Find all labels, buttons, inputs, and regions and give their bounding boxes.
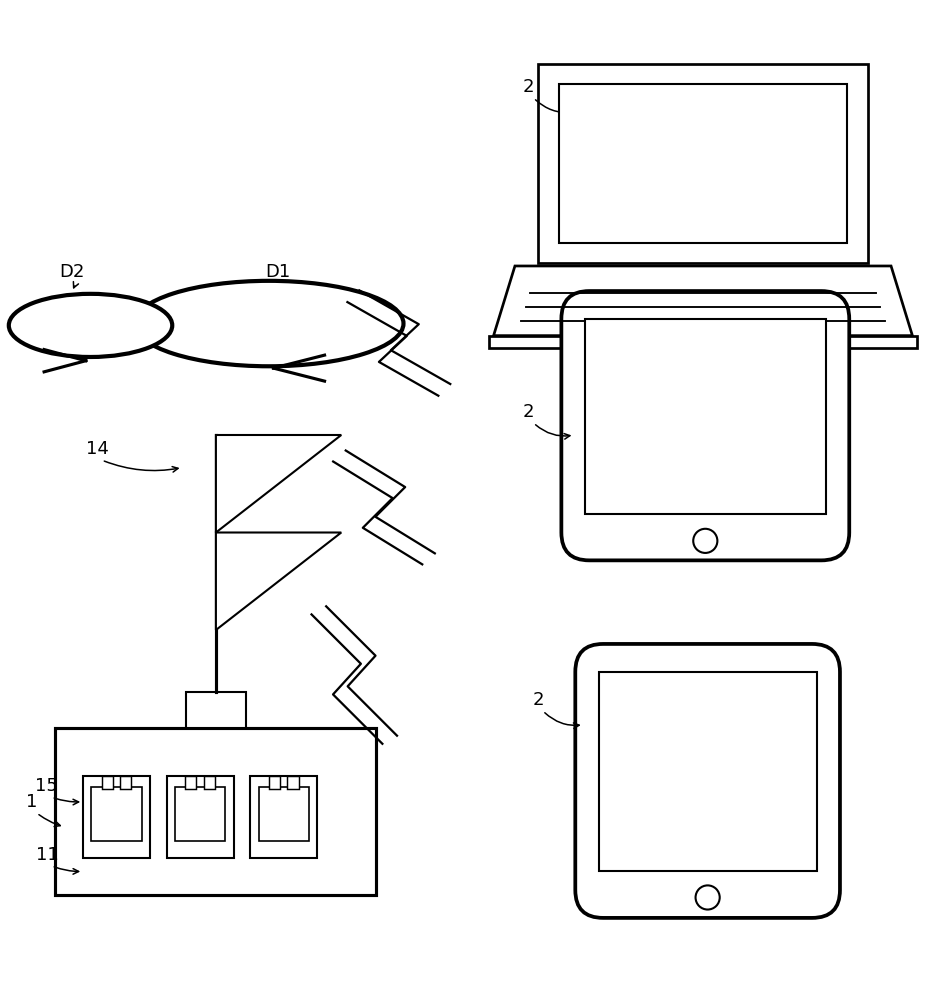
Bar bbox=[185, 776, 197, 789]
Bar bbox=[250, 776, 316, 858]
Text: 11: 11 bbox=[36, 846, 58, 864]
Text: 15: 15 bbox=[36, 777, 58, 795]
Bar bbox=[258, 787, 309, 841]
Ellipse shape bbox=[8, 294, 172, 357]
Text: D2: D2 bbox=[59, 263, 84, 281]
Bar bbox=[204, 776, 214, 789]
Bar bbox=[102, 776, 112, 789]
Bar bbox=[537, 64, 867, 263]
Ellipse shape bbox=[134, 281, 403, 366]
Bar bbox=[584, 319, 826, 514]
Text: 2: 2 bbox=[522, 78, 534, 96]
Bar bbox=[185, 692, 246, 728]
Polygon shape bbox=[489, 336, 916, 348]
Text: 14: 14 bbox=[85, 440, 109, 458]
Text: 2: 2 bbox=[532, 691, 543, 709]
Bar bbox=[269, 776, 280, 789]
Bar bbox=[120, 776, 131, 789]
Bar bbox=[167, 776, 233, 858]
Bar bbox=[175, 787, 225, 841]
Bar bbox=[598, 672, 816, 871]
Text: D1: D1 bbox=[265, 263, 290, 281]
Text: 2: 2 bbox=[522, 403, 534, 421]
Polygon shape bbox=[215, 533, 341, 630]
Bar bbox=[287, 776, 299, 789]
FancyBboxPatch shape bbox=[575, 644, 839, 918]
Bar bbox=[558, 84, 846, 243]
Bar bbox=[92, 787, 141, 841]
Text: 1: 1 bbox=[26, 793, 37, 811]
Polygon shape bbox=[493, 266, 912, 336]
FancyBboxPatch shape bbox=[561, 291, 848, 560]
Polygon shape bbox=[215, 435, 341, 533]
Bar bbox=[55, 728, 375, 895]
Bar bbox=[83, 776, 150, 858]
